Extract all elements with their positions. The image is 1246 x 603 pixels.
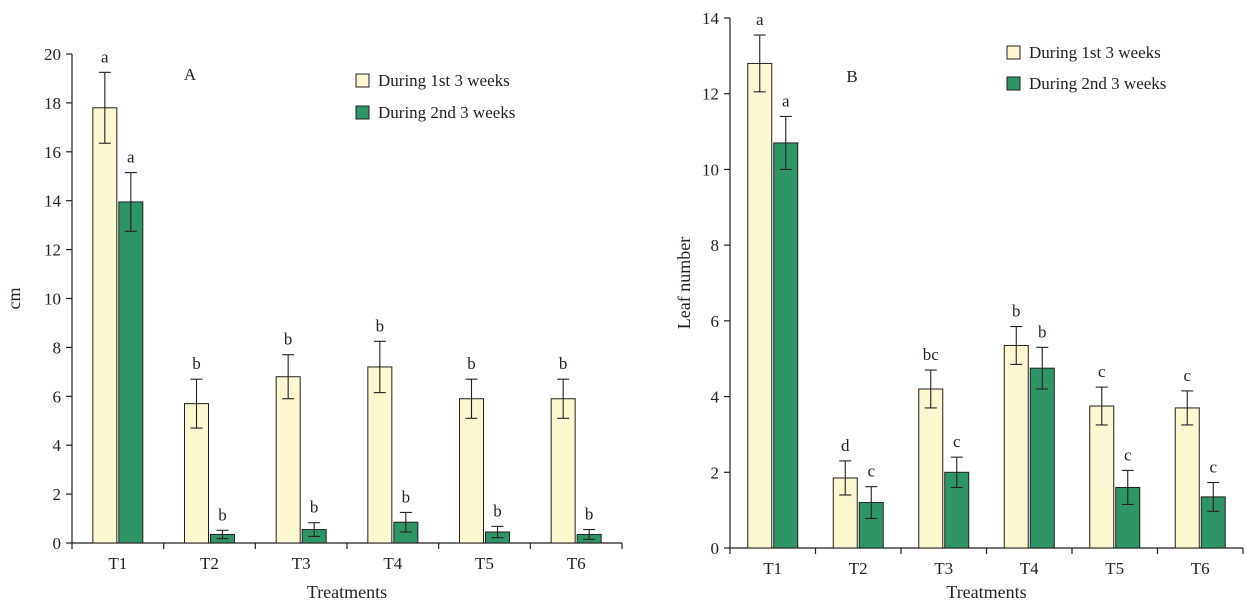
y-tick-label: 2 <box>53 485 62 504</box>
significance-label: c <box>867 462 875 481</box>
legend-swatch-second-3-weeks <box>1006 76 1021 91</box>
x-axis-title: Treatments <box>307 582 387 602</box>
legend-label: During 1st 3 weeks <box>378 71 510 90</box>
significance-label: b <box>284 330 293 349</box>
significance-label: b <box>585 505 594 524</box>
y-tick-label: 0 <box>53 534 62 553</box>
significance-label: bc <box>923 345 940 364</box>
y-tick-label: 8 <box>711 236 720 255</box>
bar-second-3-weeks <box>773 142 799 549</box>
significance-label: b <box>376 316 385 335</box>
y-tick-label: 12 <box>702 85 719 104</box>
x-category-label: T1 <box>108 554 127 573</box>
significance-label: b <box>467 354 476 373</box>
legend-swatch-first-3-weeks <box>355 73 370 88</box>
bar-first-3-weeks <box>747 62 773 549</box>
significance-label: c <box>1098 362 1106 381</box>
significance-label: b <box>493 501 502 520</box>
y-axis-title: cm <box>4 288 24 310</box>
legend-label: During 2nd 3 weeks <box>378 103 515 122</box>
y-tick-label: 6 <box>53 387 62 406</box>
bar-first-3-weeks <box>275 376 301 544</box>
bar-first-3-weeks <box>92 107 118 544</box>
significance-label: b <box>559 354 568 373</box>
legend-swatch-second-3-weeks <box>355 105 370 120</box>
x-category-label: T2 <box>849 559 868 578</box>
bar-first-3-weeks <box>459 398 484 544</box>
significance-label: b <box>1038 322 1047 341</box>
x-category-label: T3 <box>934 559 953 578</box>
y-tick-label: 6 <box>711 312 720 331</box>
x-category-label: T1 <box>763 559 782 578</box>
chart-panel-b: 02468101214T1aaT2dcT3bccT4bbT5ccT6ccTrea… <box>674 9 1244 602</box>
bar-first-3-weeks <box>367 366 393 544</box>
significance-label: c <box>1124 445 1132 464</box>
y-tick-label: 4 <box>711 388 720 407</box>
significance-label: b <box>402 487 411 506</box>
panel-letter: B <box>846 67 857 86</box>
x-category-label: T2 <box>200 554 219 573</box>
y-tick-label: 4 <box>53 436 62 455</box>
y-tick-label: 2 <box>711 463 720 482</box>
chart-panel-a: 0 2 4 6 8 10 12 14 16 18 20 T1 a a T2 b b T3 b b T4 b b T5 b b T6 b… <box>4 45 623 602</box>
x-category-label: T4 <box>1020 559 1039 578</box>
bar-first-3-weeks <box>1089 405 1115 549</box>
significance-label: b <box>192 354 201 373</box>
y-tick-label: 14 <box>702 9 720 28</box>
significance-label: c <box>1209 458 1217 477</box>
bar-second-3-weeks <box>118 201 144 544</box>
legend-label: During 1st 3 weeks <box>1029 43 1161 62</box>
y-axis-title: Leaf number <box>674 237 694 329</box>
significance-label: b <box>1012 302 1021 321</box>
bar-first-3-weeks <box>550 398 576 544</box>
bar-first-3-weeks <box>1003 344 1029 549</box>
y-tick-label: 10 <box>44 290 61 309</box>
significance-label: a <box>782 91 790 110</box>
y-tick-label: 8 <box>53 338 62 357</box>
panel-letter: A <box>184 65 197 84</box>
x-category-label: T6 <box>567 554 586 573</box>
significance-label: c <box>1183 366 1191 385</box>
y-tick-label: 16 <box>44 143 61 162</box>
significance-label: c <box>953 432 961 451</box>
y-tick-label: 12 <box>44 241 61 260</box>
significance-label: b <box>218 505 227 524</box>
x-category-label: T5 <box>1105 559 1124 578</box>
legend-label: During 2nd 3 weeks <box>1029 74 1166 93</box>
y-tick-label: 14 <box>44 192 62 211</box>
significance-label: a <box>127 148 135 167</box>
bar-first-3-weeks <box>1174 407 1200 549</box>
significance-label: a <box>756 10 764 29</box>
y-tick-label: 0 <box>711 539 720 558</box>
y-tick-label: 10 <box>702 160 719 179</box>
x-category-label: T4 <box>383 554 402 573</box>
legend-swatch-first-3-weeks <box>1006 45 1021 60</box>
significance-label: d <box>841 436 850 455</box>
y-tick-label: 20 <box>44 45 61 64</box>
significance-label: b <box>310 498 319 517</box>
x-category-label: T3 <box>292 554 311 573</box>
x-category-label: T5 <box>475 554 494 573</box>
x-category-label: T6 <box>1191 559 1210 578</box>
y-tick-label: 18 <box>44 94 61 113</box>
bar-second-3-weeks <box>1029 367 1055 549</box>
x-axis-title: Treatments <box>946 582 1026 602</box>
bar-first-3-weeks <box>918 388 944 549</box>
significance-label: a <box>101 47 109 66</box>
